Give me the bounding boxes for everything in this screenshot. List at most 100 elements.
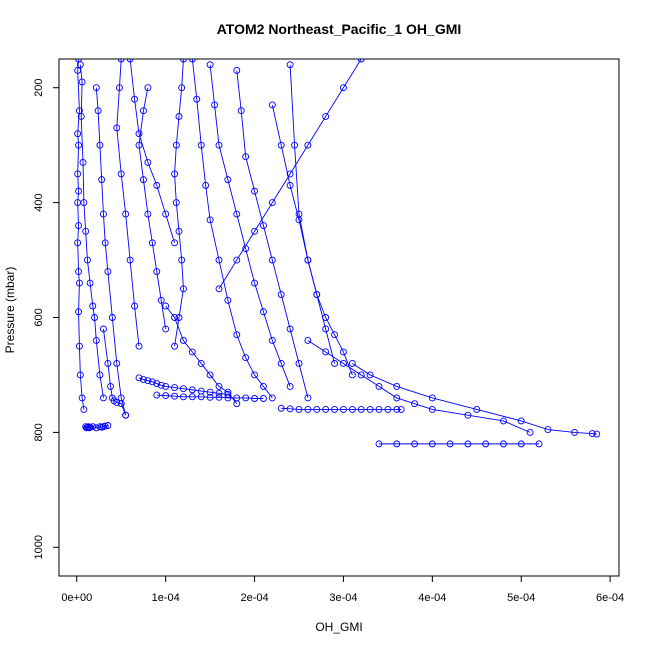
data-point xyxy=(126,59,134,63)
data-point xyxy=(104,360,112,367)
data-point xyxy=(535,440,543,448)
series-14 xyxy=(268,101,339,367)
data-point xyxy=(77,112,85,120)
data-point xyxy=(357,405,365,413)
data-point xyxy=(233,210,241,218)
data-point xyxy=(144,84,152,92)
data-point xyxy=(188,386,196,394)
data-point xyxy=(393,440,401,448)
data-point xyxy=(162,210,170,218)
data-point xyxy=(295,405,303,413)
data-point xyxy=(188,59,196,63)
series-21 xyxy=(99,325,130,419)
data-point xyxy=(588,430,596,437)
data-point xyxy=(175,314,183,321)
data-point xyxy=(135,141,143,149)
data-point xyxy=(75,222,83,230)
data-point xyxy=(135,130,143,138)
y-axis: 200 400 600 800 1000 xyxy=(33,79,60,560)
data-point xyxy=(74,239,82,247)
data-point xyxy=(117,400,125,408)
data-point xyxy=(139,107,147,115)
series-line xyxy=(218,59,362,290)
data-point xyxy=(593,430,601,438)
series-10 xyxy=(153,391,267,402)
data-point xyxy=(171,342,179,350)
data-point xyxy=(384,405,392,413)
data-point xyxy=(286,181,294,189)
data-point xyxy=(242,394,250,402)
data-point xyxy=(206,388,214,396)
series-line xyxy=(138,377,228,395)
data-point xyxy=(122,210,130,218)
data-point xyxy=(157,381,165,389)
data-point xyxy=(202,181,210,189)
series-line xyxy=(95,87,127,416)
data-point xyxy=(251,187,259,195)
data-point xyxy=(139,176,147,184)
data-point xyxy=(85,424,93,432)
data-point xyxy=(144,377,152,385)
data-point xyxy=(517,440,525,448)
data-point xyxy=(237,107,245,115)
data-point xyxy=(75,308,83,316)
data-point xyxy=(215,393,223,401)
data-point xyxy=(215,285,223,293)
series-line xyxy=(138,87,167,330)
data-point xyxy=(348,360,356,367)
series-line xyxy=(129,59,175,243)
data-point xyxy=(144,210,152,218)
data-point xyxy=(178,84,186,92)
data-point xyxy=(295,210,303,218)
data-point xyxy=(206,393,214,401)
data-point xyxy=(179,393,187,401)
y-tick-label: 600 xyxy=(33,308,45,326)
x-tick-label: 4e-04 xyxy=(418,592,446,604)
data-point xyxy=(224,176,232,184)
data-point xyxy=(331,331,339,339)
y-tick-label: 200 xyxy=(33,79,45,97)
data-point xyxy=(233,400,241,408)
data-point xyxy=(74,170,82,178)
data-point xyxy=(99,325,107,333)
data-point xyxy=(277,360,285,367)
series-line xyxy=(77,59,85,410)
data-point xyxy=(251,279,259,287)
data-point xyxy=(428,440,436,448)
data-point xyxy=(179,337,187,344)
data-point xyxy=(83,256,91,264)
data-point xyxy=(96,141,104,149)
data-point xyxy=(268,394,276,402)
data-point xyxy=(233,67,241,74)
data-point xyxy=(331,360,339,367)
data-point xyxy=(175,227,183,235)
data-point xyxy=(259,308,267,316)
data-point xyxy=(242,153,250,161)
data-point xyxy=(251,227,259,235)
data-point xyxy=(92,84,100,92)
data-point xyxy=(215,141,223,149)
data-point xyxy=(104,268,112,275)
data-point xyxy=(215,382,223,390)
data-point xyxy=(331,405,339,413)
data-point xyxy=(144,158,152,166)
data-point xyxy=(91,314,99,321)
data-point xyxy=(375,405,383,413)
series-line xyxy=(116,59,140,347)
data-point xyxy=(233,331,241,339)
data-point xyxy=(75,187,83,195)
data-point xyxy=(268,199,276,207)
data-point xyxy=(464,440,472,448)
x-tick-label: 5e-04 xyxy=(507,592,535,604)
data-point xyxy=(197,393,205,401)
data-point xyxy=(171,314,179,321)
data-point xyxy=(179,285,187,293)
series-5 xyxy=(113,59,143,350)
data-point xyxy=(215,389,223,397)
data-point xyxy=(75,141,83,149)
series-8 xyxy=(171,59,187,350)
data-point xyxy=(188,348,196,356)
data-point xyxy=(131,302,139,310)
data-point xyxy=(117,59,125,63)
data-point xyxy=(304,141,312,149)
